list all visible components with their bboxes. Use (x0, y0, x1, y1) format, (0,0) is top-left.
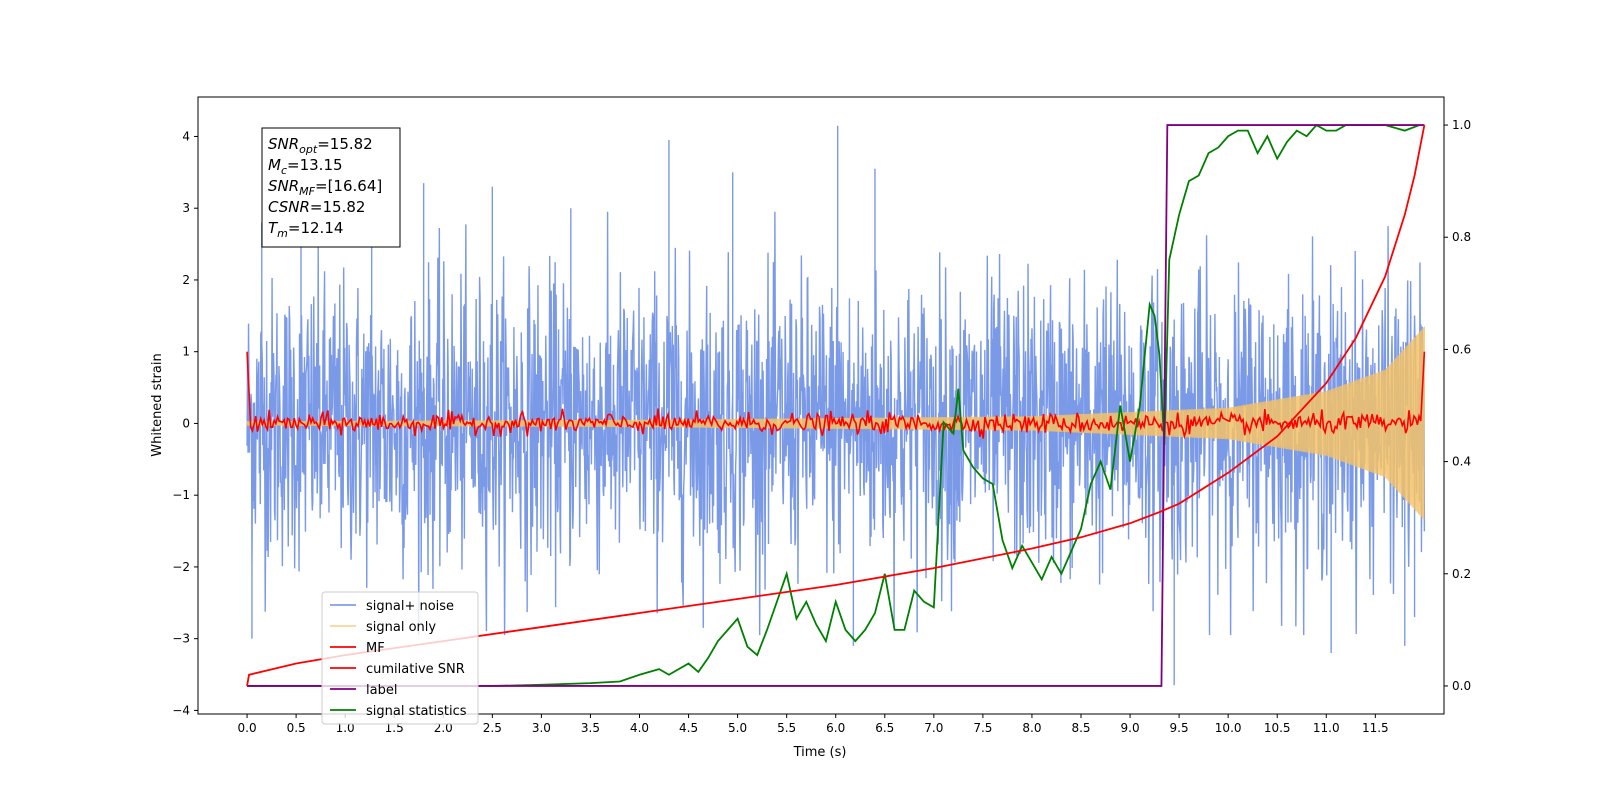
y-right-tick-label: 0.6 (1452, 342, 1471, 356)
x-tick-label: 6.0 (826, 721, 845, 735)
x-tick-label: 3.0 (532, 721, 551, 735)
x-axis-label: Time (s) (793, 745, 847, 760)
y-axis-label: Whitened strain (150, 353, 165, 456)
metrics-annotation-box: SNRopt=15.82Mc=13.15SNRMF=[16.64]CSNR=15… (261, 127, 401, 248)
x-tick-label: 10.0 (1215, 721, 1242, 735)
y-axis-left: −4 −3 −2 −1 0 1 2 3 4 (172, 129, 198, 717)
x-tick-label: 5.0 (728, 721, 747, 735)
left-axis-series (246, 125, 1426, 686)
metric-symbol: M (268, 156, 281, 174)
metric-symbol: SNR (268, 177, 299, 195)
y-left-tick-label: 3 (182, 201, 190, 215)
x-tick-label: 0.0 (238, 721, 257, 735)
x-tick-label: 5.5 (777, 721, 796, 735)
metrics-box-frame (261, 127, 401, 248)
metric-line: SNRopt=15.82 (268, 135, 373, 156)
metric-value: =12.14 (288, 219, 344, 237)
y-axis-right: 0.0 0.2 0.4 0.6 0.8 1.0 (1444, 118, 1471, 693)
y-left-tick-label: −1 (172, 488, 190, 502)
y-right-tick-label: 0.4 (1452, 455, 1471, 469)
x-tick-label: 2.5 (483, 721, 502, 735)
metric-value: =13.15 (287, 156, 343, 174)
y-right-tick-label: 0.0 (1452, 679, 1471, 693)
metric-subscript: opt (299, 143, 318, 156)
legend-label: label (366, 683, 397, 698)
metric-line: SNRMF=[16.64] (268, 177, 382, 198)
x-tick-label: 4.5 (679, 721, 698, 735)
series-signal-statistics (247, 123, 1420, 687)
y-left-tick-label: 1 (182, 345, 190, 359)
y-right-tick-label: 0.8 (1452, 230, 1471, 244)
metric-subscript: MF (299, 185, 315, 198)
x-tick-label: 8.0 (1022, 721, 1041, 735)
y-right-tick-label: 0.2 (1452, 567, 1471, 581)
metric-symbol: SNR (268, 135, 299, 153)
y-left-tick-label: −2 (172, 560, 190, 574)
x-tick-label: 11.0 (1313, 721, 1340, 735)
x-tick-label: 9.0 (1121, 721, 1140, 735)
metric-symbol: T (268, 219, 279, 237)
x-tick-label: 4.0 (630, 721, 649, 735)
y-right-tick-label: 1.0 (1452, 118, 1471, 132)
series-mf (246, 351, 1426, 440)
legend-label: signal statistics (366, 704, 467, 719)
metric-value: =15.82 (317, 135, 373, 153)
legend-frame (321, 591, 479, 725)
metric-line: Mc=13.15 (268, 156, 343, 177)
x-tick-label: 9.5 (1170, 721, 1189, 735)
x-tick-label: 0.5 (287, 721, 306, 735)
legend-label: cumilative SNR (366, 662, 465, 677)
metric-subscript: c (281, 164, 287, 177)
x-tick-label: 8.5 (1071, 721, 1090, 735)
y-left-tick-label: 2 (182, 273, 190, 287)
y-left-tick-label: −4 (172, 703, 190, 717)
legend-label: signal+ noise (366, 599, 454, 614)
metric-subscript: m (277, 227, 288, 240)
series-signal-only (246, 326, 1425, 520)
series-signal-noise (246, 125, 1426, 686)
x-tick-label: 7.5 (973, 721, 992, 735)
legend: signal+ noise signal only MF cumilative SNR… (321, 591, 479, 725)
y-left-tick-label: 0 (182, 416, 190, 430)
x-tick-label: 7.0 (924, 721, 943, 735)
metric-value: =15.82 (310, 198, 366, 216)
y-left-tick-label: 4 (182, 129, 190, 143)
x-tick-label: 11.5 (1362, 721, 1389, 735)
metric-symbol: CSNR (268, 198, 310, 216)
y-left-tick-label: −3 (172, 632, 190, 646)
x-tick-label: 10.5 (1264, 721, 1291, 735)
plot-frame (197, 96, 1445, 715)
x-tick-label: 3.5 (581, 721, 600, 735)
metric-line: Tm=12.14 (268, 219, 343, 240)
legend-label: MF (366, 641, 385, 656)
x-tick-label: 6.5 (875, 721, 894, 735)
series-label (247, 124, 1425, 687)
metric-line: CSNR=15.82 (268, 198, 365, 216)
metric-value: =[16.64] (315, 177, 382, 195)
legend-label: signal only (366, 620, 436, 635)
